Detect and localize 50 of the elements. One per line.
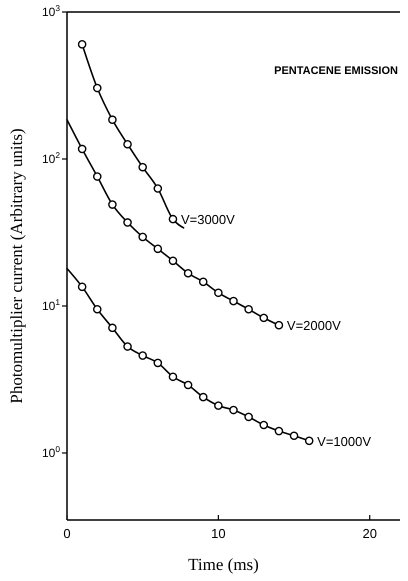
point [154,244,162,254]
point [92,84,102,92]
point [274,320,284,330]
point [184,380,192,390]
series-label: V=2000V [286,318,342,334]
y-tick-label: 10$^{3}$ [42,3,60,19]
annotation: PENTACENE EMISSION [274,65,398,77]
point [123,218,132,227]
point [184,268,192,278]
point [214,401,223,410]
x-tick-label: 0 [63,526,71,541]
point [123,140,132,149]
point [78,40,86,49]
point [138,232,147,242]
point [244,412,253,422]
point [244,304,253,314]
point [168,256,178,266]
point [92,172,102,181]
point [168,372,178,382]
point [154,358,162,368]
point [198,392,208,402]
series-label: V=1000V [317,434,372,449]
x-tick-label: 20 [362,526,377,541]
point [290,431,298,440]
point [138,351,147,360]
point [259,314,268,322]
point [214,288,223,298]
point [92,304,102,314]
point [108,324,117,332]
series-label: V=3000V [180,212,236,228]
point [108,115,117,124]
point [229,406,238,414]
point [168,214,178,224]
y-tick-label: 10$^{2}$ [42,150,60,166]
point [123,342,132,351]
y-tick-label: 10$^{1}$ [42,296,60,313]
point [229,296,238,306]
point [274,426,284,436]
x-axis-title: Time (ms) [188,555,259,574]
point [154,184,162,193]
point [78,144,86,154]
point [198,278,208,286]
point [108,200,117,209]
point [259,420,268,430]
point [138,162,147,172]
x-tick-label: 10 [211,526,226,541]
y-axis-title: Photomultiplier current (Arbitrary units) [7,128,26,404]
point [304,436,314,446]
y-tick-label: 10$^{0}$ [42,444,60,460]
point [78,282,86,292]
